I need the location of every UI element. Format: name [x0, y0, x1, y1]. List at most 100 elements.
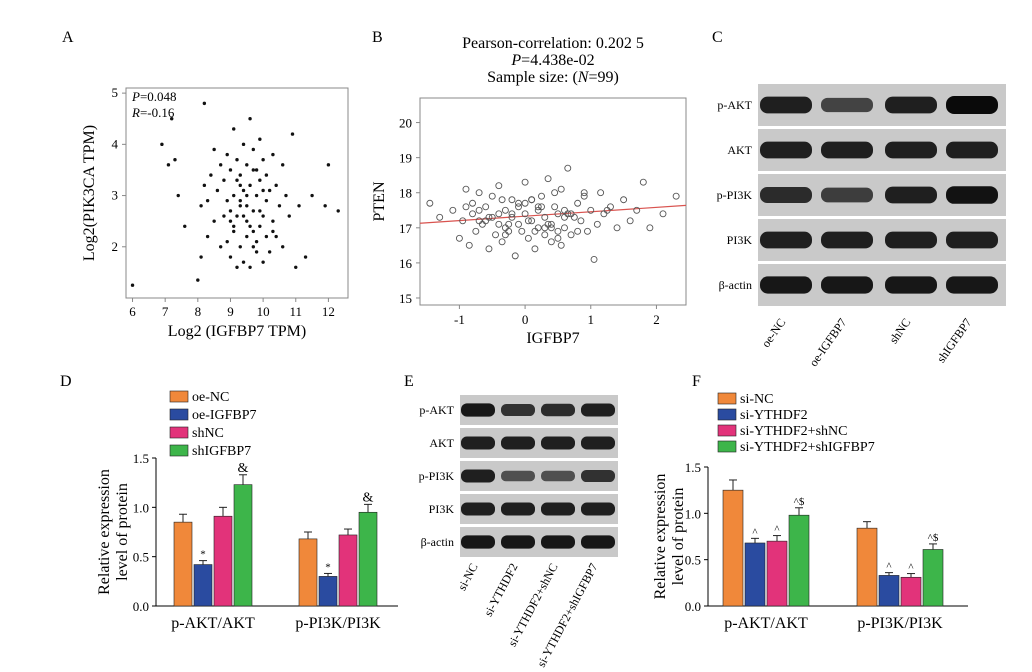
- data-point: [271, 219, 275, 223]
- data-point: [475, 206, 483, 214]
- data-point: [449, 206, 457, 214]
- panel-C-blot: p-AKT AKT p-PI3K PI3K β-actin oe-NC oe-IGFBP7 s…: [717, 84, 1006, 369]
- data-point: [436, 213, 444, 221]
- data-point: [459, 217, 467, 225]
- data-point: [228, 255, 233, 259]
- blot-row-label: p-PI3K: [419, 469, 455, 483]
- panel-label-E: E: [404, 373, 414, 390]
- protein-band: [821, 97, 873, 113]
- data-point: [495, 182, 503, 190]
- y-tick-label: 16: [399, 256, 413, 271]
- data-point: [544, 220, 552, 228]
- y-tick-label: 0.5: [133, 550, 149, 565]
- data-point: [183, 224, 187, 228]
- panel-F-bars: 0.0 0.5 1.0 1.5 p-AKT/AKT ^ ^ ^$ p-PI3K/PI3K ^ ^ ^$…: [652, 392, 968, 632]
- data-point: [672, 192, 680, 200]
- data-point: [271, 152, 275, 157]
- bar: [788, 514, 810, 607]
- data-point: [518, 227, 526, 235]
- data-point: [274, 234, 278, 239]
- y-tick-label: 18: [399, 186, 412, 201]
- protein-band: [760, 141, 812, 159]
- protein-band: [541, 535, 575, 549]
- blot-row-label: PI3K: [429, 502, 455, 516]
- blot-row-label: PI3K: [727, 233, 753, 247]
- data-point: [176, 193, 180, 198]
- bar: [193, 564, 213, 607]
- data-point: [248, 183, 252, 188]
- y-tick-label: 1.0: [133, 500, 149, 515]
- y-tick-label: 17: [399, 221, 413, 236]
- data-point: [482, 203, 490, 211]
- significance-mark: *: [200, 549, 206, 561]
- data-point: [258, 137, 262, 141]
- data-point: [528, 196, 536, 204]
- y-tick-label: 1.5: [133, 451, 149, 466]
- protein-band: [541, 436, 575, 450]
- data-point: [267, 250, 272, 254]
- data-point: [590, 255, 598, 263]
- data-point: [482, 217, 490, 225]
- data-point: [564, 210, 572, 218]
- data-point: [241, 260, 246, 264]
- data-point: [557, 241, 565, 249]
- legend-swatch: [717, 408, 737, 421]
- bar: [900, 576, 922, 607]
- y-tick-label: 4: [112, 136, 119, 151]
- data-point: [336, 209, 340, 213]
- data-point: [238, 245, 242, 249]
- protein-band: [821, 187, 873, 203]
- data-point: [232, 229, 236, 234]
- protein-band: [461, 469, 495, 483]
- data-point: [225, 239, 229, 244]
- data-point: [561, 213, 568, 221]
- data-point: [202, 183, 207, 188]
- y-tick-label: 2: [112, 239, 119, 254]
- protein-band: [885, 231, 937, 249]
- data-point: [561, 206, 568, 214]
- significance-mark: &: [238, 461, 249, 476]
- legend-swatch: [169, 390, 189, 403]
- data-point: [485, 245, 493, 253]
- x-tick-label: 2: [653, 312, 660, 327]
- data-point: [551, 189, 559, 197]
- x-tick-label: -1: [454, 312, 465, 327]
- significance-mark: ^$: [794, 496, 805, 508]
- data-point: [574, 227, 582, 235]
- x-tick-label: 0: [522, 312, 529, 327]
- data-point: [574, 199, 582, 207]
- data-point: [472, 227, 480, 235]
- y-axis-label: Relative expressionlevel of protein: [652, 474, 687, 600]
- data-point: [620, 196, 628, 204]
- data-point: [251, 168, 256, 172]
- lane-label: oe-IGFBP7: [806, 316, 849, 369]
- data-point: [323, 204, 327, 208]
- data-point: [228, 219, 233, 223]
- data-point: [541, 224, 549, 232]
- significance-mark: *: [325, 561, 331, 573]
- legend-label: si-NC: [740, 392, 773, 407]
- y-axis-label: PTEN: [371, 181, 388, 221]
- data-point: [603, 206, 611, 214]
- data-point: [488, 192, 496, 200]
- x-tick-label: 10: [257, 304, 270, 319]
- y-tick-label: 0.5: [685, 553, 701, 568]
- data-point: [199, 204, 203, 208]
- bar: [338, 534, 358, 607]
- protein-band: [581, 502, 615, 516]
- data-point: [469, 199, 476, 207]
- data-point: [284, 193, 288, 198]
- protein-band: [946, 186, 998, 204]
- data-point: [561, 224, 568, 232]
- data-point: [557, 185, 565, 193]
- data-point: [290, 132, 295, 136]
- data-point: [426, 199, 434, 207]
- data-point: [498, 238, 506, 246]
- panel-label-B: B: [372, 29, 383, 46]
- data-point: [274, 183, 278, 188]
- panel-label-F: F: [692, 373, 701, 390]
- data-point: [584, 227, 591, 235]
- data-point: [515, 220, 522, 228]
- legend-swatch: [717, 440, 737, 453]
